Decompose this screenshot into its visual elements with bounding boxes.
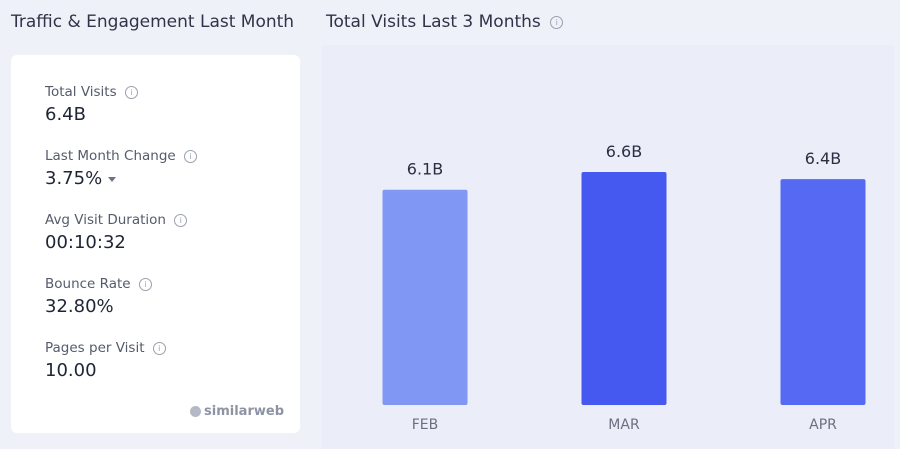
metric-value: 6.4B — [45, 104, 86, 125]
data-label-feb: 6.1B — [407, 160, 443, 179]
metric-value: 32.80% — [45, 296, 114, 317]
metric-bounce-rate: Bounce Rate i 32.80% — [45, 276, 152, 317]
left-panel-title: Traffic & Engagement Last Month — [11, 12, 294, 32]
metric-last-month-change: Last Month Change i 3.75% — [45, 148, 197, 189]
bar-mar[interactable] — [581, 172, 667, 405]
right-panel-title-text: Total Visits Last 3 Months — [326, 12, 541, 32]
metric-label: Last Month Change — [45, 148, 176, 164]
metric-label: Pages per Visit — [45, 340, 145, 356]
caret-down-icon — [108, 176, 117, 182]
bar-apr[interactable] — [780, 179, 866, 405]
chart-area: 6.1B FEB 6.6B MAR 6.4B APR — [322, 45, 894, 449]
metric-value: 10.00 — [45, 360, 97, 381]
metric-pages-per-visit: Pages per Visit i 10.00 — [45, 340, 166, 381]
engagement-card: Total Visits i 6.4B Last Month Change i … — [11, 55, 300, 433]
metric-avg-visit-duration: Avg Visit Duration i 00:10:32 — [45, 212, 188, 253]
info-icon[interactable]: i — [138, 277, 152, 291]
x-tick-label-apr: APR — [809, 417, 837, 433]
data-label-apr: 6.4B — [805, 149, 841, 168]
x-tick-label-mar: MAR — [608, 417, 640, 433]
metric-label: Bounce Rate — [45, 276, 131, 292]
visits-bar-chart: 6.1B FEB 6.6B MAR 6.4B APR — [382, 142, 866, 433]
info-icon[interactable]: i — [550, 15, 564, 29]
info-icon[interactable]: i — [174, 213, 188, 227]
info-icon[interactable]: i — [152, 341, 166, 355]
metric-total-visits: Total Visits i 6.4B — [45, 84, 138, 125]
bar-feb[interactable] — [382, 189, 468, 405]
metric-value: 3.75% — [45, 168, 103, 189]
similarweb-icon — [190, 406, 202, 417]
left-panel-title-text: Traffic & Engagement Last Month — [11, 12, 295, 32]
x-tick-label-feb: FEB — [412, 417, 439, 433]
info-icon[interactable]: i — [184, 149, 197, 163]
info-icon[interactable]: i — [124, 85, 138, 99]
data-label-mar: 6.6B — [606, 142, 642, 161]
metric-label: Total Visits — [45, 84, 117, 100]
brand-logo: similarweb — [190, 404, 284, 419]
metric-label: Avg Visit Duration — [45, 212, 166, 228]
right-panel-title: Total Visits Last 3 Months i — [326, 12, 564, 32]
brand-name: similarweb — [204, 404, 284, 419]
metric-value: 00:10:32 — [45, 232, 126, 253]
